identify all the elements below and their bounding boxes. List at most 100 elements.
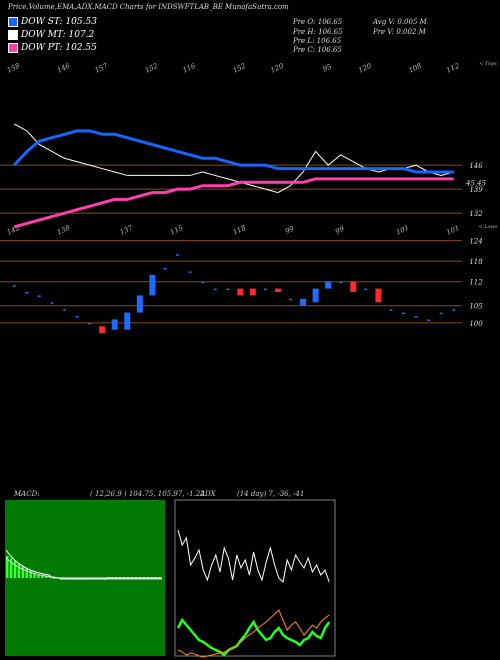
macd-histogram-bar <box>142 577 145 578</box>
macd-histogram-bar <box>115 577 118 578</box>
candle <box>375 288 382 303</box>
macd-histogram-bar <box>103 578 106 580</box>
macd-histogram-bar <box>107 577 110 578</box>
candle <box>63 309 66 311</box>
ema-long-line <box>13 177 454 229</box>
macd-histogram-bar <box>6 556 9 578</box>
legend-label-st: DOW ST: 105.53 <box>21 17 97 27</box>
candle <box>88 322 92 325</box>
macd-histogram-bar <box>158 577 161 578</box>
macd-histogram-bar <box>29 570 32 578</box>
macd-histogram-bar <box>134 577 138 578</box>
price-close-line <box>14 123 454 194</box>
macd-histogram-bar <box>84 578 87 580</box>
candle <box>274 288 281 292</box>
macd-histogram-bar <box>25 568 28 578</box>
top-label: 120 <box>269 62 285 75</box>
macd-histogram-bar <box>111 577 114 578</box>
low-label: 118 <box>232 224 248 237</box>
di-plus-line <box>176 617 331 657</box>
stat-pre-low: Pre L: 106.65 <box>293 37 342 45</box>
di-minus-line <box>177 609 330 658</box>
macd-histogram-bar <box>80 578 83 580</box>
price-tick-label: 139 <box>469 186 483 194</box>
adx-label: ADX <box>200 490 216 498</box>
adx-values: (14 day) 7, -36, -41 <box>237 490 305 498</box>
candle <box>312 288 319 303</box>
macd-histogram-bar <box>48 576 52 578</box>
low-label: 138 <box>56 224 72 237</box>
low-label: 137 <box>119 224 135 237</box>
candle <box>402 312 405 315</box>
candle <box>300 298 307 306</box>
price-tick-label: 118 <box>469 258 483 266</box>
candle <box>75 316 79 318</box>
low-label: 101 <box>395 224 411 237</box>
low-label: 99 <box>284 224 296 235</box>
macd-histogram-bar <box>64 578 67 580</box>
macd-histogram-bar <box>119 577 122 578</box>
candle <box>213 288 217 291</box>
tops-suffix: < Tops <box>479 61 497 67</box>
macd-histogram-bar <box>130 577 134 578</box>
macd-histogram-bar <box>68 578 71 580</box>
macd-histogram-bar <box>33 572 36 578</box>
macd-line <box>5 549 162 579</box>
macd-histogram-bar <box>21 565 25 578</box>
macd-histogram-bar <box>150 577 153 578</box>
candle <box>25 292 29 294</box>
price-tick-label: 112 <box>469 279 483 287</box>
lows-suffix: < Lows <box>479 224 498 230</box>
low-label: 115 <box>169 224 185 237</box>
stat-pre-high: Pre H: 106.65 <box>293 28 343 36</box>
legend-swatch-mt <box>8 30 18 40</box>
candle <box>124 312 131 330</box>
legend-dow-pt: DOW PT: 102.55 <box>8 43 97 53</box>
macd-histogram-bar <box>60 578 64 580</box>
macd-histogram-bar <box>76 578 79 580</box>
candle <box>389 309 393 311</box>
candle <box>226 288 230 291</box>
stat-avg-volume: Avg V: 0.005 M <box>373 18 427 26</box>
macd-histogram-bar <box>138 577 142 578</box>
top-label: 157 <box>94 62 110 75</box>
macd-histogram-bar <box>13 560 17 578</box>
candle <box>339 281 343 284</box>
top-label: 158 <box>6 62 22 75</box>
macd-histogram-bar <box>87 578 91 580</box>
legend-dow-st: DOW ST: 105.53 <box>8 17 97 27</box>
candle <box>136 295 143 313</box>
legend-dow-mt: DOW MT: 107.2 <box>8 30 94 40</box>
candle <box>237 288 244 296</box>
candle <box>111 319 118 330</box>
price-tick-label: 105 <box>469 303 483 311</box>
macd-histogram-bar <box>154 577 157 578</box>
macd-histogram-bar <box>9 558 13 578</box>
price-tick-label: 124 <box>469 238 482 246</box>
adx-line <box>177 529 330 583</box>
macd-histogram-bar <box>99 578 103 580</box>
chart-title: Price,Volume,EMA,ADX,MACD Charts for IND… <box>8 3 289 11</box>
top-label: 108 <box>407 62 423 75</box>
candle <box>99 326 106 334</box>
macd-signal-line <box>5 557 162 580</box>
candle <box>452 309 456 311</box>
top-label: 152 <box>232 62 248 75</box>
candle <box>263 288 267 291</box>
macd-histogram-bar <box>52 576 56 578</box>
candle <box>12 285 16 287</box>
low-label: 99 <box>334 224 346 235</box>
legend-swatch-st <box>8 17 18 27</box>
low-label: 101 <box>445 224 461 237</box>
candle <box>201 281 205 284</box>
price-tick-label: 132 <box>469 210 483 218</box>
candle <box>364 288 368 291</box>
top-label: 95 <box>322 62 334 73</box>
candle <box>249 288 256 296</box>
candle <box>350 281 357 292</box>
price-tick-label: 146 <box>469 162 483 170</box>
price-tick-label: 45.45 <box>465 179 487 187</box>
macd-label: MACD: <box>14 490 40 498</box>
top-label: 152 <box>144 62 160 75</box>
